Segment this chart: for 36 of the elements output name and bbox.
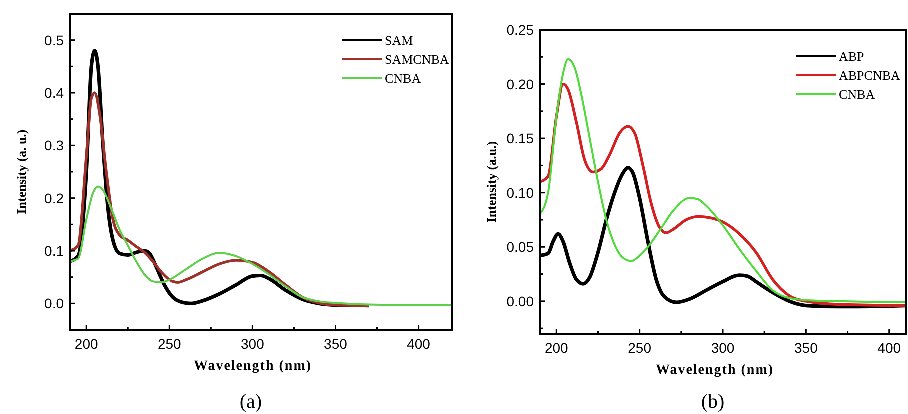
line-series — [70, 186, 452, 306]
x-tick-label: 300 — [711, 340, 735, 356]
legend-label: CNBA — [839, 87, 876, 102]
y-tick-label: 0.1 — [44, 243, 64, 259]
x-tick-label: 300 — [241, 336, 265, 352]
text: (b) — [701, 391, 725, 413]
y-tick-label: 0.5 — [44, 32, 64, 48]
x-axis-title: Wavelength (nm) — [656, 363, 774, 378]
text: 0.10 — [506, 184, 534, 201]
legend-label: SAMCNBA — [385, 52, 450, 67]
legend-label: ABP — [839, 49, 864, 64]
x-tick-label: 250 — [628, 340, 652, 356]
y-axis-title: Intensity (a. u.) — [14, 130, 29, 214]
text: 0.20 — [506, 76, 534, 92]
text: 0.0 — [44, 296, 64, 312]
x-tick-label: 350 — [324, 336, 348, 352]
x-tick-label: 200 — [74, 336, 98, 352]
text: 0.00 — [506, 293, 534, 310]
x-tick-label: 400 — [407, 336, 431, 352]
y-tick-label: 0.3 — [44, 138, 64, 154]
y-axis-title: Intensity (a.u.) — [484, 141, 499, 223]
x-tick-label: 250 — [158, 336, 182, 352]
y-tick-label: 0.15 — [506, 130, 534, 147]
legend-label: CNBA — [385, 71, 422, 86]
text: 0.05 — [506, 239, 534, 256]
y-tick-label: 0.25 — [506, 22, 534, 38]
x-tick-label: 350 — [794, 340, 818, 356]
x-tick-label: 200 — [544, 340, 569, 356]
y-tick-label: 0.4 — [44, 85, 64, 101]
text: (a) — [240, 391, 262, 413]
y-tick-label: 0.2 — [44, 190, 64, 206]
line-series — [70, 92, 370, 308]
x-tick-label: 400 — [878, 340, 902, 356]
legend-label: ABPCNBA — [839, 68, 902, 83]
legend-label: SAM — [385, 33, 414, 48]
x-axis-title: Wavelength (nm) — [194, 359, 312, 374]
